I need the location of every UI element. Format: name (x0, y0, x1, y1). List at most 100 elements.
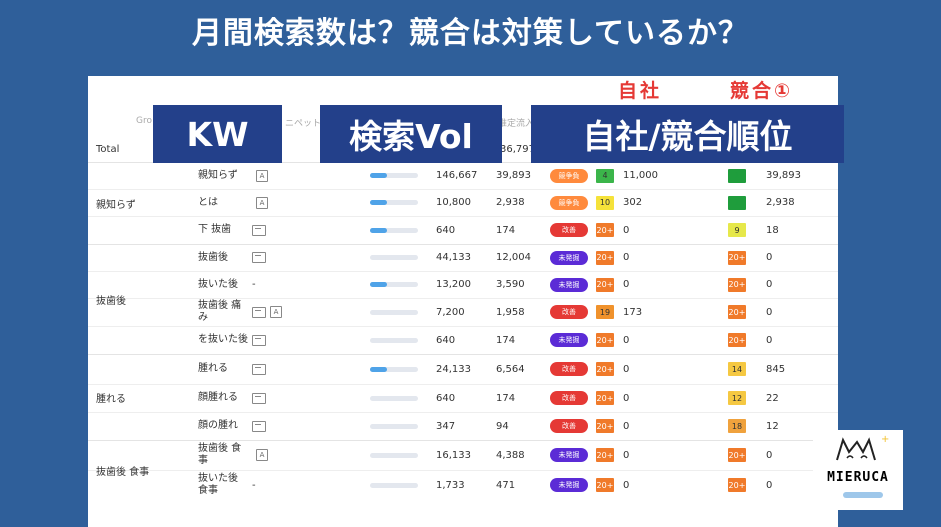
keyword-text[interactable]: 顔の腫れ (198, 420, 238, 431)
serp-feature-icons: A (252, 298, 282, 326)
status-pill[interactable]: 改善 (550, 223, 588, 237)
status-pill[interactable]: 改善 (550, 419, 588, 433)
slide-title: 月間検索数は？競合は対策しているか？ (191, 16, 750, 51)
own-traffic: 302 (623, 197, 643, 208)
competitor-rank-value: 20+ (728, 478, 746, 492)
answer-box-icon: A (270, 306, 282, 318)
volume-bar-fill (370, 227, 387, 233)
status-badge[interactable]: 未発掘 (550, 326, 588, 354)
volume-bar-fill (370, 282, 387, 287)
competitor-traffic: 0 (766, 252, 773, 263)
estimated-traffic: 6,564 (496, 363, 525, 375)
competitor-rank-badge: 12 (728, 384, 746, 412)
volume-bar (370, 227, 418, 233)
keyword-text[interactable]: 腫れる (198, 363, 228, 374)
keyword-text[interactable]: 抜歯後 (198, 251, 228, 263)
serp-feature-icons: A (252, 189, 268, 216)
own-rank-value: 20+ (596, 419, 614, 433)
own-traffic: 0 (623, 420, 630, 432)
table-row: 下 抜歯 640 174 改善 20+ 0 9 18 (88, 216, 838, 244)
estimated-traffic-header-faded: 推定流入 (498, 119, 535, 129)
keyword-text[interactable]: を抜いた後 (198, 334, 248, 345)
keyword-text[interactable]: 抜歯後 痛み (198, 300, 242, 323)
keyword-text[interactable]: 抜いた後 (198, 278, 238, 290)
search-volume: 640 (436, 224, 456, 236)
keyword-text[interactable]: 下 抜歯 (198, 224, 232, 235)
own-rank-value: 4 (596, 168, 614, 183)
row-divider (88, 470, 838, 471)
competitor-traffic: 0 (766, 449, 773, 461)
search-volume: 10,800 (436, 197, 471, 208)
search-volume: 24,133 (436, 363, 471, 375)
serp-feature-icons: A (252, 440, 268, 470)
own-traffic: 0 (623, 334, 630, 346)
status-badge[interactable]: 競争負 (550, 189, 588, 216)
competitor-rank-value: 1 (728, 168, 746, 183)
status-pill[interactable]: 未発掘 (550, 478, 588, 492)
status-pill[interactable]: 改善 (550, 391, 588, 405)
status-badge[interactable]: 未発掘 (550, 271, 588, 298)
own-traffic: 0 (623, 392, 630, 404)
competitor-rank-value: 20+ (728, 250, 746, 265)
own-rank-value: 20+ (596, 277, 614, 292)
row-divider (88, 412, 838, 413)
own-rank-badge: 20+ (596, 354, 614, 384)
status-badge[interactable]: 改善 (550, 412, 588, 440)
competitor-rank-value: 12 (728, 391, 746, 405)
own-rank-badge: 10 (596, 189, 614, 216)
volume-trend-bar (370, 189, 418, 216)
status-pill[interactable]: 改善 (550, 305, 588, 319)
status-badge[interactable]: 改善 (550, 216, 588, 244)
keyword-text[interactable]: 抜いた後 食事 (198, 473, 238, 496)
status-pill[interactable]: 未発掘 (550, 448, 588, 462)
competitor-rank-badge: 20+ (728, 271, 746, 298)
keyword-text[interactable]: 抜歯後 食事 (198, 443, 242, 466)
keyword-group-label: 腫れる (96, 393, 126, 405)
competitor-traffic: 39,893 (766, 170, 801, 181)
competitor-traffic: 22 (766, 392, 779, 404)
keyword-group-label: 親知らず (96, 199, 136, 211)
competitor-rank-badge: 1 (728, 189, 746, 216)
status-badge[interactable]: 未発掘 (550, 470, 588, 500)
status-badge[interactable]: 改善 (550, 298, 588, 326)
serp-feature-icons: A (252, 162, 268, 189)
status-pill[interactable]: 競争負 (550, 168, 588, 183)
keyword-text[interactable]: 親知らず (198, 169, 238, 181)
group-divider (88, 244, 838, 245)
search-volume: 7,200 (436, 306, 465, 318)
own-rank-badge: 19 (596, 298, 614, 326)
competitor-traffic: 845 (766, 363, 786, 375)
status-badge[interactable]: 未発掘 (550, 244, 588, 271)
volume-bar (370, 395, 418, 401)
search-volume: 347 (436, 420, 456, 432)
search-volume: 1,733 (436, 479, 465, 491)
status-badge[interactable]: 競争負 (550, 162, 588, 189)
serp-feature-icons (252, 384, 266, 412)
keyword-text[interactable]: とは (198, 196, 218, 208)
own-rank-badge: 20+ (596, 271, 614, 298)
own-rank-badge: 20+ (596, 412, 614, 440)
keyword-text[interactable]: 顔腫れる (198, 392, 238, 403)
group-header-faded: Gro (136, 116, 152, 126)
own-rank-badge: 20+ (596, 470, 614, 500)
status-badge[interactable]: 改善 (550, 384, 588, 412)
estimated-traffic: 2,938 (496, 197, 525, 208)
own-rank-value: 20+ (596, 223, 614, 237)
mieruca-logo: + MIERUCA (813, 430, 903, 510)
status-pill[interactable]: 未発掘 (550, 250, 588, 265)
volume-trend-bar (370, 271, 418, 298)
estimated-traffic: 471 (496, 479, 516, 491)
status-pill[interactable]: 未発掘 (550, 277, 588, 292)
status-pill[interactable]: 改善 (550, 362, 588, 376)
competitor-rank-value: 20+ (728, 305, 746, 319)
status-pill[interactable]: 競争負 (550, 195, 588, 210)
svg-text:+: + (881, 434, 889, 445)
status-badge[interactable]: 未発掘 (550, 440, 588, 470)
volume-bar-fill (370, 200, 387, 205)
volume-trend-bar (370, 354, 418, 384)
keyword-group-label: 抜歯後 (96, 295, 126, 307)
estimated-traffic: 174 (496, 392, 516, 404)
status-badge[interactable]: 改善 (550, 354, 588, 384)
table-row: 抜歯後 44,133 12,004 未発掘 20+ 0 20+ 0 (88, 244, 838, 271)
status-pill[interactable]: 未発掘 (550, 333, 588, 347)
